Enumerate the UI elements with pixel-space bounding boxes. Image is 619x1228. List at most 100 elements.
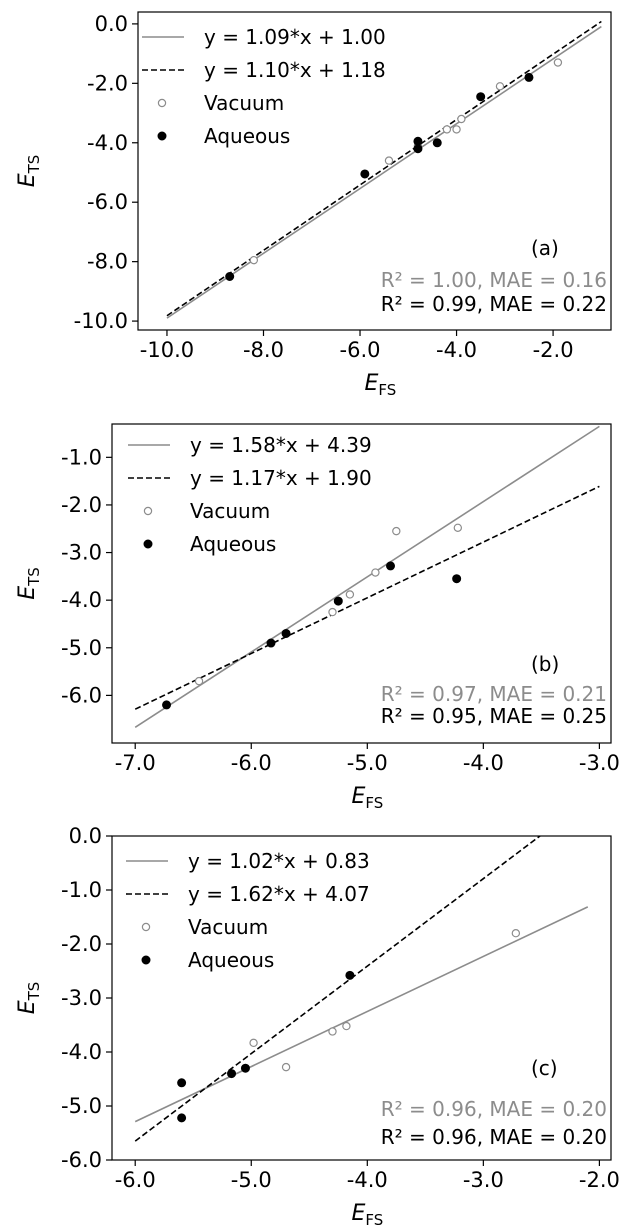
plot-area	[134, 836, 589, 1142]
fit-line-aqueous	[134, 836, 542, 1142]
x-tick-label: -4.0	[463, 751, 504, 775]
x-tick-label: -5.0	[231, 1168, 272, 1192]
data-point-vacuum	[511, 929, 521, 938]
data-point-aqueous	[227, 1069, 237, 1079]
fit-line-aqueous	[134, 485, 600, 710]
legend-series-label: Vacuum	[190, 499, 270, 523]
legend-fit-label: y = 1.17*x + 1.90	[190, 466, 372, 490]
legend-marker-vacuum	[141, 922, 151, 932]
y-axis-label: ETS	[15, 982, 43, 1015]
data-point-vacuum	[281, 1062, 291, 1072]
x-axis-label-sub: FS	[365, 1211, 383, 1228]
legend-series-label: Vacuum	[204, 91, 284, 115]
y-tick-label: -10.0	[74, 309, 128, 333]
plot-frame	[111, 423, 612, 744]
y-tick-label: 0.0	[95, 12, 128, 36]
x-tick-label: -8.0	[243, 338, 284, 362]
x-axis-label: EFS	[352, 1201, 384, 1228]
stats-vacuum: R² = 0.97, MAE = 0.21	[381, 682, 607, 706]
data-point-aqueous	[345, 970, 355, 980]
x-tick-label: -4.0	[436, 338, 477, 362]
panel-b: -7.0 -6.0 -5.0 -4.0 -3.0 -1.0 -2.0 -3.0 -4.0 -5.0…	[15, 423, 619, 812]
data-point-vacuum	[457, 114, 466, 124]
data-point-aqueous	[386, 561, 396, 571]
legend-fit-label: y = 1.02*x + 0.83	[188, 849, 370, 873]
data-point-aqueous	[452, 574, 462, 584]
legend: y = 1.02*x + 0.83 y = 1.62*x + 4.07 Vacuum…	[126, 849, 370, 972]
data-point-vacuum	[249, 1038, 258, 1048]
y-axis-label-main: E	[15, 586, 40, 600]
data-point-aqueous	[432, 138, 442, 148]
data-point-aqueous	[225, 272, 235, 282]
data-point-aqueous	[240, 1063, 250, 1073]
legend-marker-vacuum	[157, 98, 167, 108]
data-point-vacuum	[452, 125, 461, 134]
data-point-aqueous	[281, 628, 291, 638]
x-axis-label-main: E	[352, 1201, 366, 1226]
legend-marker-aqueous	[157, 131, 167, 141]
x-tick-label: -4.0	[347, 1168, 388, 1192]
data-point-vacuum	[495, 82, 505, 91]
x-axis-label-sub: FS	[378, 381, 396, 399]
stats-aqueous: R² = 0.95, MAE = 0.25	[381, 704, 607, 728]
data-point-aqueous	[360, 169, 370, 179]
y-axis-label-sub: TS	[25, 982, 43, 1002]
x-axis-label-sub: FS	[365, 794, 383, 812]
x-tick-label: -3.0	[463, 1168, 504, 1192]
data-point-vacuum	[328, 607, 337, 617]
legend: y = 1.58*x + 4.39 y = 1.17*x + 1.90 Vacuum…	[128, 433, 372, 556]
x-tick-label: -5.0	[347, 751, 388, 775]
data-point-vacuum	[249, 255, 259, 265]
x-axis-label-main: E	[352, 784, 366, 809]
y-tick-label: -2.0	[61, 493, 102, 517]
legend-fit-label: y = 1.10*x + 1.18	[204, 58, 386, 82]
data-point-aqueous	[333, 596, 343, 606]
panel-a: -10.0 -8.0 -6.0 -4.0 -2.0 0.0 -2.0 -4.0 -6.0 -8.0…	[15, 11, 612, 399]
panel-label: (b)	[531, 652, 559, 676]
y-tick-label: -4.0	[61, 588, 102, 612]
y-tick-label: -6.0	[87, 190, 128, 214]
data-point-vacuum	[194, 676, 204, 686]
y-tick-label: -5.0	[61, 1094, 102, 1118]
data-point-vacuum	[392, 526, 401, 536]
data-point-vacuum	[442, 125, 452, 134]
x-tick-label: -6.0	[115, 1168, 156, 1192]
legend-series-label: Vacuum	[188, 915, 268, 939]
data-point-aqueous	[413, 136, 423, 146]
x-axis-label: EFS	[352, 784, 384, 812]
y-axis-label: ETS	[15, 155, 43, 188]
y-tick-label: -1.0	[61, 878, 102, 902]
x-tick-label: -2.0	[579, 1168, 619, 1192]
legend-series-label: Aqueous	[190, 532, 276, 556]
data-point-vacuum	[328, 1027, 337, 1036]
fit-line-vacuum	[134, 425, 600, 728]
legend-series-label: Aqueous	[204, 124, 290, 148]
data-point-aqueous	[162, 700, 172, 710]
y-tick-label: -2.0	[87, 71, 128, 95]
x-tick-label: -3.0	[579, 751, 619, 775]
y-axis-label-sub: TS	[25, 155, 43, 175]
y-tick-label: -3.0	[61, 986, 102, 1010]
y-axis-label-sub: TS	[25, 567, 43, 587]
stats-aqueous: R² = 0.96, MAE = 0.20	[381, 1125, 607, 1149]
legend-fit-label: y = 1.58*x + 4.39	[190, 433, 372, 457]
data-point-aqueous	[413, 144, 423, 154]
data-point-vacuum	[342, 1021, 351, 1031]
data-point-aqueous	[266, 638, 276, 648]
y-tick-label: -6.0	[61, 1148, 102, 1172]
legend-fit-label: y = 1.62*x + 4.07	[188, 882, 370, 906]
legend-fit-label: y = 1.09*x + 1.00	[204, 25, 386, 49]
y-tick-label: -4.0	[87, 131, 128, 155]
stats-vacuum: R² = 0.96, MAE = 0.20	[381, 1097, 607, 1121]
panel-label: (a)	[531, 236, 559, 260]
y-tick-label: -3.0	[61, 541, 102, 565]
y-tick-label: -8.0	[87, 250, 128, 274]
y-axis-label-main: E	[15, 173, 40, 187]
x-tick-label: -6.0	[340, 338, 381, 362]
fit-line-vacuum	[134, 906, 589, 1123]
data-point-vacuum	[453, 523, 463, 532]
legend: y = 1.09*x + 1.00 y = 1.10*x + 1.18 Vacuum…	[142, 25, 386, 148]
plot-area	[134, 425, 600, 728]
plot-area	[166, 20, 602, 319]
